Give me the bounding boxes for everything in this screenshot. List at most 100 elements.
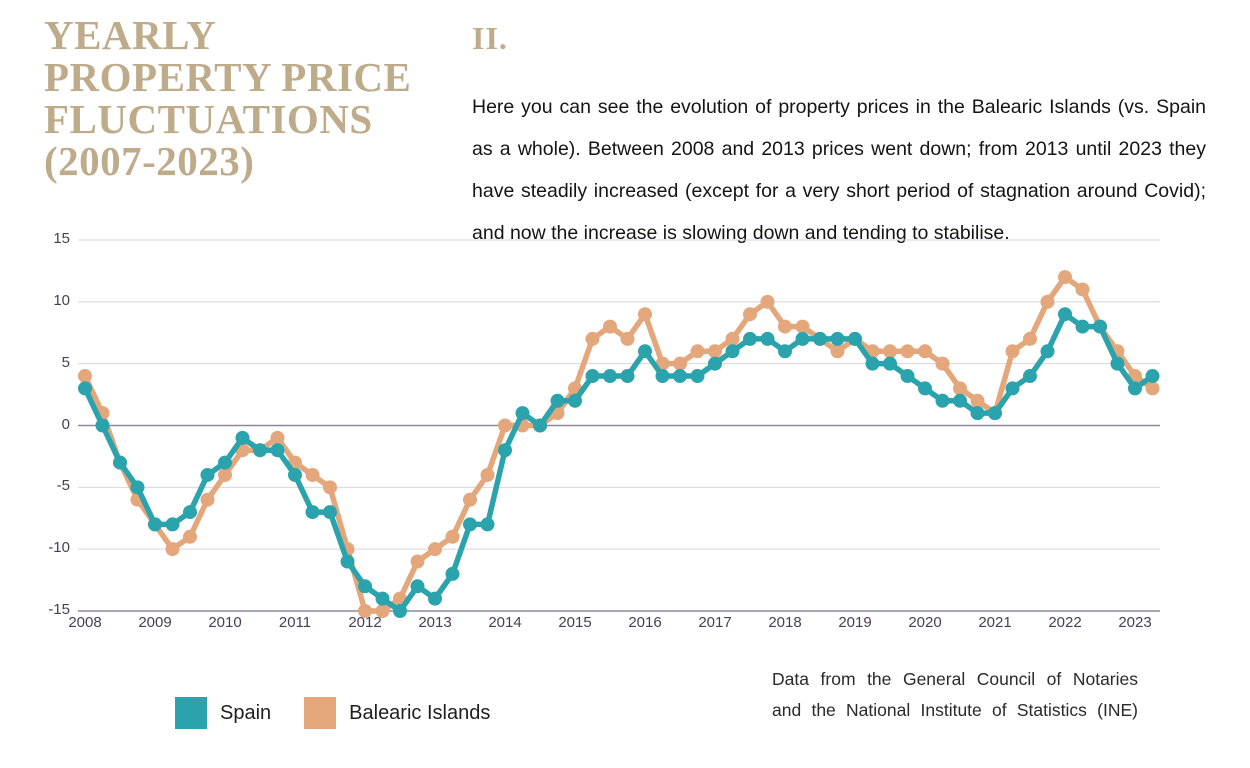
balearic-islands-point [953,381,967,396]
balearic-islands-point [743,307,757,322]
spain-point [375,591,390,606]
spain-point [708,356,722,371]
x-tick-label: 2008 [68,614,102,631]
balearic-islands-point [1058,270,1072,285]
balearic-islands-point [918,344,932,359]
gridlines [78,239,1160,612]
y-tick-label: 0 [61,415,70,433]
balearic-islands-point [603,319,617,334]
source-note-line-1: Data from the General Council of Notarie… [772,669,1138,689]
spain-point [725,344,740,359]
legend-swatch-spain [175,697,207,729]
balearic-islands-point [585,331,600,346]
spain-point [323,505,337,520]
x-tick-label: 2012 [348,614,382,631]
source-note-line-2: and the National Institute of Statistics… [772,699,1138,720]
spain-point [95,418,110,433]
legend-swatch-balearic-islands [304,697,337,729]
balearic-islands-point [375,604,390,619]
page-title-line-2: PROPERTY PRICE [44,54,412,100]
balearic-islands-point [165,542,180,557]
balearic-islands-point [1145,381,1160,396]
spain-point [1128,381,1142,396]
spain-point [673,369,687,384]
page-title: YEARLY PROPERTY PRICE FLUCTUATIONS (2007… [44,14,474,182]
spain-point [200,467,215,482]
spain-point [988,406,1002,421]
spain-point [288,467,302,482]
balearic-islands-point [760,294,775,309]
balearic-islands-point [480,467,495,482]
balearic-islands-point [690,344,705,359]
spain-point [218,455,232,470]
spain-point [585,369,600,384]
balearic-islands-point [1023,331,1037,346]
balearic-islands-point [1040,294,1055,309]
page-title-line-1: YEARLY [44,12,217,58]
x-tick-label: 2016 [628,614,662,631]
spain-point [498,443,512,458]
y-tick-label: -10 [48,539,70,557]
balearic-islands-point [935,356,950,371]
spain-point [358,579,372,594]
x-tick-label: 2019 [838,614,872,631]
y-tick-label: -15 [48,601,70,618]
balearic-islands-point [795,319,810,334]
spain-series [78,307,1160,619]
y-tick-label: -5 [56,477,70,495]
balearic-islands-point [900,344,915,359]
balearic-islands-point [830,344,845,359]
spain-point [305,505,320,520]
balearic-islands-point [778,319,792,334]
spain-point [1093,319,1107,334]
spain-point [445,566,460,581]
balearic-islands-point [498,418,512,433]
balearic-islands-point [1005,344,1020,359]
x-tick-label: 2022 [1048,614,1082,631]
x-tick-label: 2020 [908,614,942,631]
x-tick-label: 2013 [418,614,452,631]
spain-point [113,455,127,470]
spain-point [463,517,477,532]
spain-point [603,369,617,384]
spain-point [1023,369,1037,384]
spain-point [778,344,792,359]
balearic-islands-point [970,393,985,408]
balearic-islands-point [78,369,92,384]
balearic-islands-point [183,529,197,544]
source-note: Data from the General Council of Notarie… [772,664,1138,725]
spain-point [655,369,670,384]
spain-point [865,356,880,371]
legend-label-balearic-islands: Balearic Islands [349,701,491,724]
spain-point [130,480,145,495]
balearic-islands-point [725,331,740,346]
balearic-islands-point [463,492,477,507]
spain-point [428,591,442,606]
legend-label-spain: Spain [220,701,272,724]
balearic-islands-point [1075,282,1090,297]
spain-point [690,369,705,384]
spain-point [1040,344,1055,359]
spain-point [620,369,635,384]
spain-point [918,381,932,396]
spain-line [82,311,1156,614]
spain-point [1058,307,1072,322]
spain-point [900,369,915,384]
spain-point [760,331,775,346]
y-tick-label: 10 [53,291,70,309]
spain-point [813,331,827,346]
spain-point [935,393,950,408]
spain-point [1145,369,1160,384]
spain-point [533,418,547,433]
intro-paragraph: Here you can see the evolution of proper… [472,95,1206,244]
spain-point [970,406,985,421]
page-title-line-4: (2007-2023) [44,138,255,184]
section-numeral: II. [472,20,508,56]
balearic-islands-point [883,344,897,359]
balearic-islands-point [638,307,652,322]
spain-point [393,604,407,619]
balearic-islands-point [445,529,460,544]
x-tick-label: 2011 [278,614,312,631]
x-tick-label: 2017 [698,614,732,631]
